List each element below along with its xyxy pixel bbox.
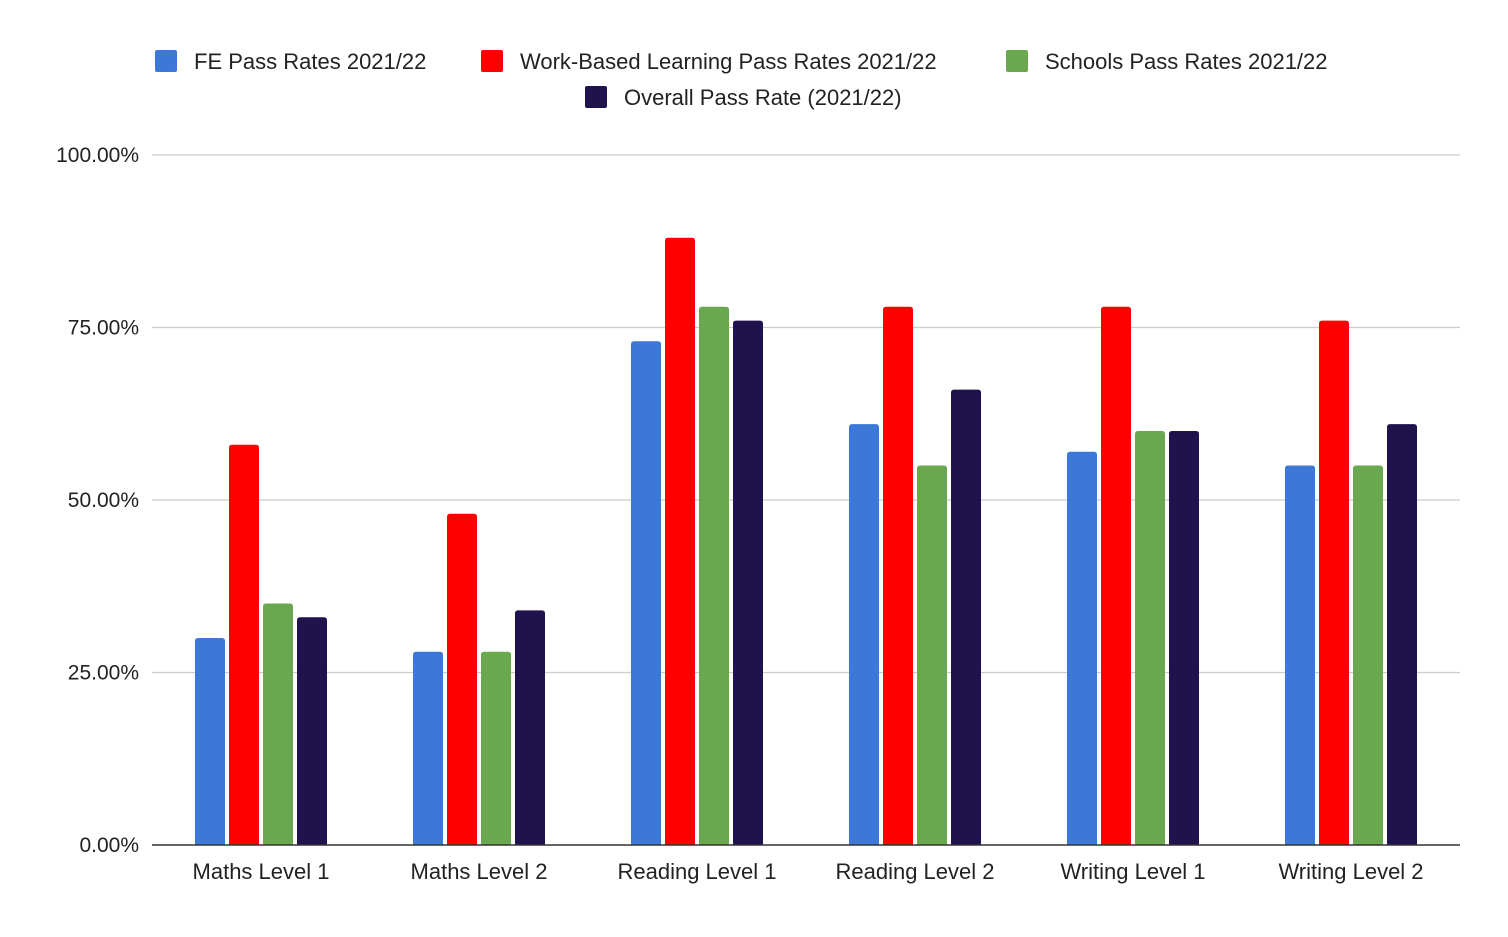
bar-fe-pass-rates-2021-22-writing-level-1 [1067, 451, 1097, 845]
legend-swatch-fe-pass-rates-2021-22 [155, 50, 177, 72]
bar-fe-pass-rates-2021-22-reading-level-2 [849, 424, 879, 845]
bar-overall-pass-rate-2021-22-reading-level-2 [951, 389, 981, 845]
y-tick-label: 0.00% [79, 834, 139, 857]
bar-overall-pass-rate-2021-22-writing-level-1 [1169, 431, 1199, 845]
bar-schools-pass-rates-2021-22-writing-level-1 [1135, 431, 1165, 845]
y-tick-label: 75.00% [68, 317, 139, 340]
x-axis: Maths Level 1 Maths Level 2 Reading Level … [152, 844, 1460, 884]
x-tick-label: Writing Level 1 [1060, 859, 1205, 884]
bar-overall-pass-rate-2021-22-maths-level-2 [515, 610, 545, 845]
bar-overall-pass-rate-2021-22-writing-level-2 [1387, 424, 1417, 845]
bar-work-based-learning-pass-rates-2021-22-writing-level-2 [1319, 320, 1349, 846]
bar-overall-pass-rate-2021-22-maths-level-1 [297, 617, 327, 845]
x-tick-label: Reading Level 2 [835, 859, 994, 884]
bar-fe-pass-rates-2021-22-maths-level-2 [413, 651, 443, 845]
y-tick-label: 100.00% [56, 144, 139, 167]
bar-schools-pass-rates-2021-22-reading-level-2 [917, 465, 947, 845]
bar-work-based-learning-pass-rates-2021-22-reading-level-1 [665, 237, 695, 846]
gridlines [152, 154, 1460, 674]
legend-swatch-overall-pass-rate-2021-22 [585, 86, 607, 108]
y-tick-label: 25.00% [68, 662, 139, 685]
bars [195, 237, 1417, 846]
legend-label: Work-Based Learning Pass Rates 2021/22 [520, 49, 937, 74]
bar-work-based-learning-pass-rates-2021-22-writing-level-1 [1101, 306, 1131, 845]
legend: FE Pass Rates 2021/22 Work-Based Learning… [155, 49, 1328, 110]
x-tick-label: Writing Level 2 [1278, 859, 1423, 884]
legend-swatch-work-based-learning-pass-rates-2021-22 [481, 50, 503, 72]
legend-label: Overall Pass Rate (2021/22) [624, 85, 902, 110]
y-tick-label: 50.00% [68, 489, 139, 512]
bar-schools-pass-rates-2021-22-maths-level-2 [481, 651, 511, 845]
x-tick-label: Maths Level 2 [411, 859, 548, 884]
bar-fe-pass-rates-2021-22-maths-level-1 [195, 638, 225, 845]
bar-work-based-learning-pass-rates-2021-22-maths-level-1 [229, 444, 259, 845]
bar-schools-pass-rates-2021-22-reading-level-1 [699, 306, 729, 845]
legend-swatch-schools-pass-rates-2021-22 [1006, 50, 1028, 72]
x-tick-label: Reading Level 1 [617, 859, 776, 884]
legend-label: FE Pass Rates 2021/22 [194, 49, 426, 74]
x-tick-label: Maths Level 1 [193, 859, 330, 884]
bar-work-based-learning-pass-rates-2021-22-reading-level-2 [883, 306, 913, 845]
bar-fe-pass-rates-2021-22-reading-level-1 [631, 341, 661, 845]
bar-schools-pass-rates-2021-22-maths-level-1 [263, 603, 293, 845]
bar-schools-pass-rates-2021-22-writing-level-2 [1353, 465, 1383, 845]
bar-overall-pass-rate-2021-22-reading-level-1 [733, 320, 763, 846]
bar-work-based-learning-pass-rates-2021-22-maths-level-2 [447, 513, 477, 845]
y-axis-ticks: 0.00% 25.00% 50.00% 75.00% 100.00% [56, 144, 139, 857]
bar-fe-pass-rates-2021-22-writing-level-2 [1285, 465, 1315, 845]
legend-label: Schools Pass Rates 2021/22 [1045, 49, 1328, 74]
